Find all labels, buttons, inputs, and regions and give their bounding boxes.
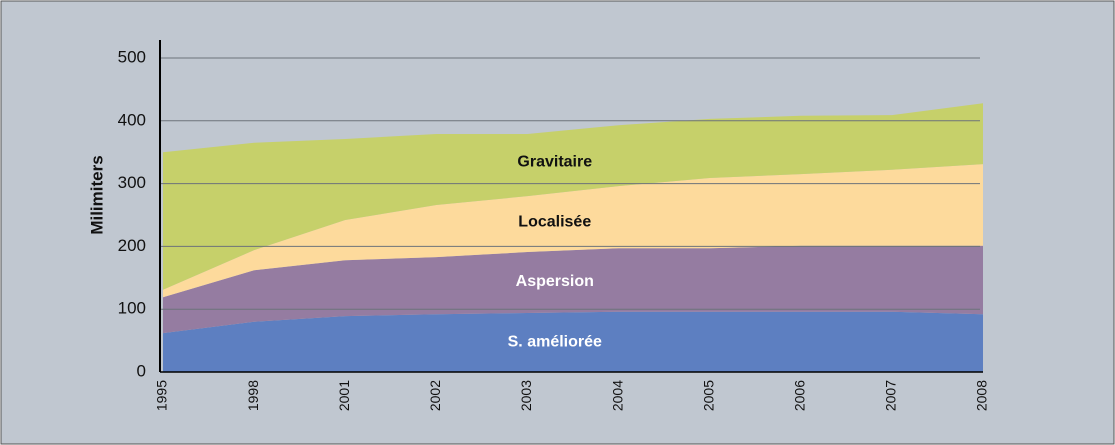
series-label: Gravitaire xyxy=(517,153,592,170)
y-tick-label: 100 xyxy=(118,299,146,318)
x-tick-label: 1998 xyxy=(245,380,261,411)
area xyxy=(163,311,983,372)
y-tick-label: 200 xyxy=(118,236,146,255)
y-tick-label: 0 xyxy=(137,361,146,380)
area xyxy=(163,245,983,334)
y-tick-label: 300 xyxy=(118,173,146,192)
x-tick-label: 2008 xyxy=(974,380,990,411)
x-tick-label: 2003 xyxy=(518,380,534,411)
series-label: Localisée xyxy=(518,213,591,230)
x-tick-label: 2002 xyxy=(427,380,443,411)
x-tick-label: 2001 xyxy=(336,380,352,411)
x-tick-label: 2007 xyxy=(883,380,899,411)
x-tick-label: 2005 xyxy=(700,380,716,411)
series-label: Aspersion xyxy=(516,273,594,290)
x-tick-label: 2004 xyxy=(609,380,625,411)
series-label: S. améliorée xyxy=(508,334,602,351)
x-tick-label: 2006 xyxy=(791,380,807,411)
y-tick-label: 500 xyxy=(118,47,146,66)
x-tick-label: 1995 xyxy=(154,380,170,411)
area xyxy=(163,164,983,298)
y-axis-label: Milimiters xyxy=(87,155,106,234)
y-tick-label: 400 xyxy=(118,110,146,129)
area xyxy=(163,103,983,290)
